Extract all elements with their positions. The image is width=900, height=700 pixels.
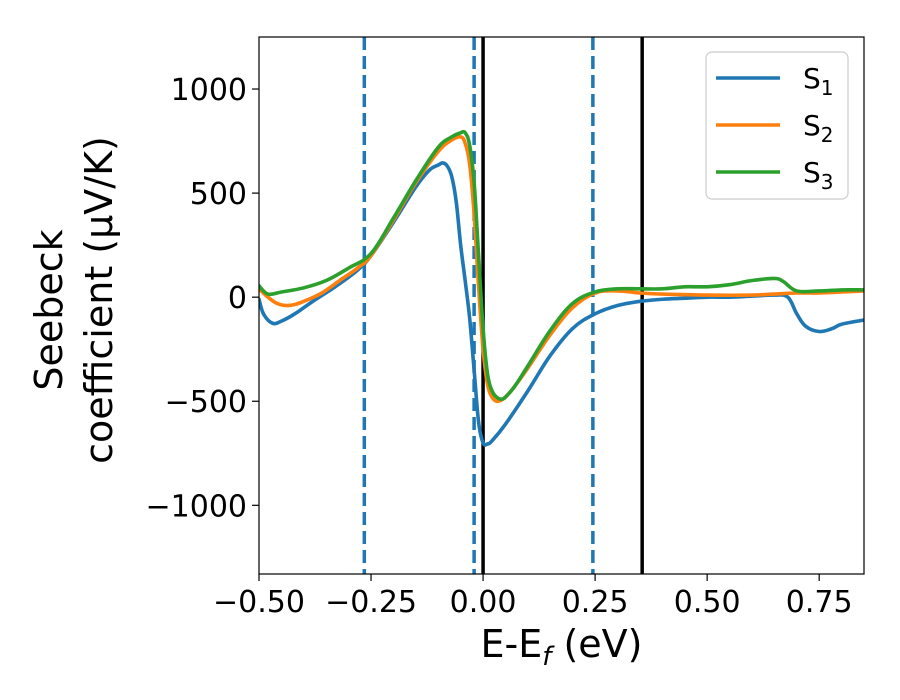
series-line-s1 — [259, 161, 864, 447]
plot-frame — [258, 36, 865, 575]
x-axis-label: E-Ef (eV) — [481, 622, 643, 672]
x-tick-label: 0.50 — [674, 585, 741, 620]
y-axis-label: Seebeck coefficient (μV/K) — [27, 136, 121, 464]
legend: S1 S2 S3 — [705, 51, 849, 200]
y-axis-label-line-1: Seebeck — [27, 229, 71, 390]
y-tick-label: 0 — [228, 281, 247, 316]
y-tick-label: 500 — [190, 177, 247, 212]
legend-label-s1: S1 — [803, 62, 834, 100]
axis-ticks: −0.50 −0.25 0.00 0.25 0.50 0.75 −1000 −500 0 500 1… — [146, 73, 853, 620]
x-tick-label: 0.25 — [562, 585, 629, 620]
x-axis-label-main: E-E — [481, 622, 543, 666]
reference-lines — [362, 37, 644, 574]
x-tick-label: −0.25 — [325, 585, 417, 620]
legend-label-s3: S3 — [803, 156, 834, 194]
x-axis-label-unit: (eV) — [551, 622, 642, 666]
y-tick-label: −1000 — [146, 489, 247, 524]
x-tick-label: −0.50 — [213, 585, 305, 620]
x-tick-label: 0.75 — [786, 585, 853, 620]
series-lines — [259, 129, 864, 447]
y-tick-label: −500 — [165, 385, 247, 420]
series-line-s3 — [259, 129, 864, 401]
y-tick-label: 1000 — [171, 73, 247, 108]
y-axis-label-line-2: coefficient (μV/K) — [77, 136, 121, 464]
x-tick-label: 0.00 — [450, 585, 517, 620]
legend-label-s2: S2 — [803, 109, 834, 147]
